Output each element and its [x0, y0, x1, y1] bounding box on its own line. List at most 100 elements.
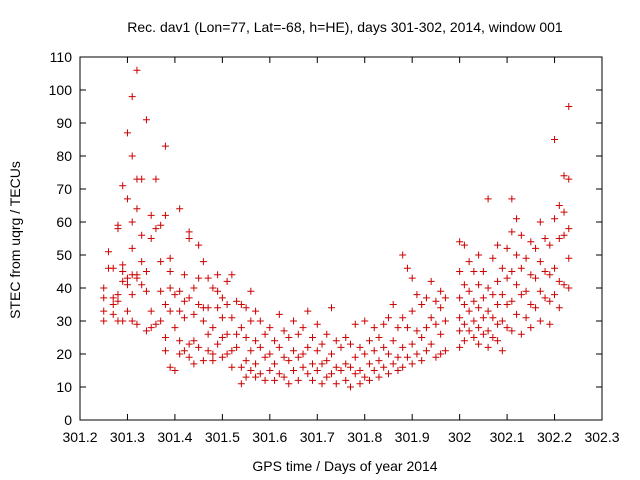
data-point — [280, 373, 288, 381]
data-point — [266, 324, 274, 332]
data-point — [475, 281, 483, 289]
data-point — [237, 301, 245, 308]
data-point — [323, 373, 331, 381]
data-point — [365, 360, 373, 368]
data-point — [465, 307, 473, 315]
x-tick-label: 301.8 — [347, 429, 382, 445]
data-point — [470, 334, 478, 341]
data-point — [427, 340, 435, 348]
data-point — [119, 317, 127, 325]
data-point — [275, 310, 283, 318]
data-point — [389, 301, 397, 308]
data-point — [233, 297, 241, 305]
data-point — [418, 301, 426, 308]
x-tick-label: 302.1 — [490, 429, 525, 445]
data-point — [242, 373, 250, 381]
data-point — [218, 353, 226, 361]
y-tick-label: 30 — [56, 313, 72, 329]
data-point — [180, 297, 188, 305]
data-point — [555, 202, 563, 209]
data-point — [460, 337, 468, 345]
data-point — [475, 340, 483, 348]
data-point — [228, 363, 236, 371]
data-point — [494, 241, 502, 249]
data-point — [337, 343, 345, 351]
data-point — [370, 347, 378, 355]
y-tick-label: 40 — [56, 280, 72, 296]
data-point — [247, 347, 255, 355]
data-point — [185, 340, 193, 348]
data-point — [403, 264, 411, 272]
data-point — [133, 205, 141, 213]
data-point — [119, 268, 127, 275]
data-point — [380, 320, 388, 328]
data-point — [204, 347, 212, 355]
data-point — [394, 324, 402, 332]
data-point — [532, 274, 540, 282]
data-point — [470, 297, 478, 305]
data-point — [209, 324, 217, 332]
data-point — [138, 258, 146, 266]
data-point — [290, 347, 298, 355]
data-point — [166, 307, 174, 315]
data-point — [536, 287, 544, 295]
data-point — [422, 347, 430, 355]
data-point — [422, 294, 430, 302]
data-point — [138, 281, 146, 289]
data-point — [256, 370, 264, 378]
data-point — [384, 350, 392, 358]
data-point — [508, 195, 516, 203]
data-point — [427, 314, 435, 322]
x-tick-label: 301.5 — [205, 429, 240, 445]
x-tick-label: 302 — [448, 429, 472, 445]
data-point — [100, 317, 108, 325]
data-point — [199, 357, 207, 365]
data-point — [513, 281, 521, 289]
data-point — [190, 337, 198, 345]
data-point — [271, 360, 279, 368]
data-point — [508, 327, 516, 335]
y-axis-label: STEC from uqrg / TECUs — [7, 161, 23, 319]
data-point — [128, 93, 136, 101]
data-point — [142, 327, 150, 335]
data-point — [285, 380, 293, 388]
data-point — [475, 251, 483, 259]
data-point — [185, 235, 193, 242]
data-point — [190, 310, 198, 318]
data-point — [517, 330, 525, 338]
data-point — [456, 343, 464, 351]
data-point — [242, 304, 250, 312]
data-point — [261, 330, 269, 338]
data-point — [413, 291, 421, 299]
data-point — [195, 343, 203, 351]
data-point — [180, 314, 188, 322]
data-point — [304, 370, 312, 378]
data-point — [465, 287, 473, 295]
data-point — [299, 350, 307, 358]
data-point — [479, 314, 487, 322]
data-point — [565, 225, 573, 233]
data-point — [223, 330, 231, 338]
data-point — [152, 320, 160, 328]
data-point — [422, 324, 430, 332]
data-point — [147, 211, 155, 219]
data-point — [408, 307, 416, 315]
data-point — [233, 343, 241, 351]
data-point — [176, 205, 184, 213]
data-point — [498, 317, 506, 325]
data-point — [123, 195, 131, 203]
data-point — [361, 373, 369, 381]
data-point — [100, 307, 108, 315]
data-point — [370, 367, 378, 374]
data-point — [560, 281, 568, 289]
data-point — [351, 320, 359, 328]
data-point — [119, 277, 127, 285]
x-tick-label: 301.6 — [252, 429, 287, 445]
data-point — [128, 218, 136, 226]
data-point — [399, 343, 407, 351]
data-point — [498, 264, 506, 272]
x-tick-label: 302.2 — [537, 429, 572, 445]
data-point — [503, 301, 511, 308]
data-point — [142, 116, 150, 124]
data-point — [161, 334, 169, 341]
